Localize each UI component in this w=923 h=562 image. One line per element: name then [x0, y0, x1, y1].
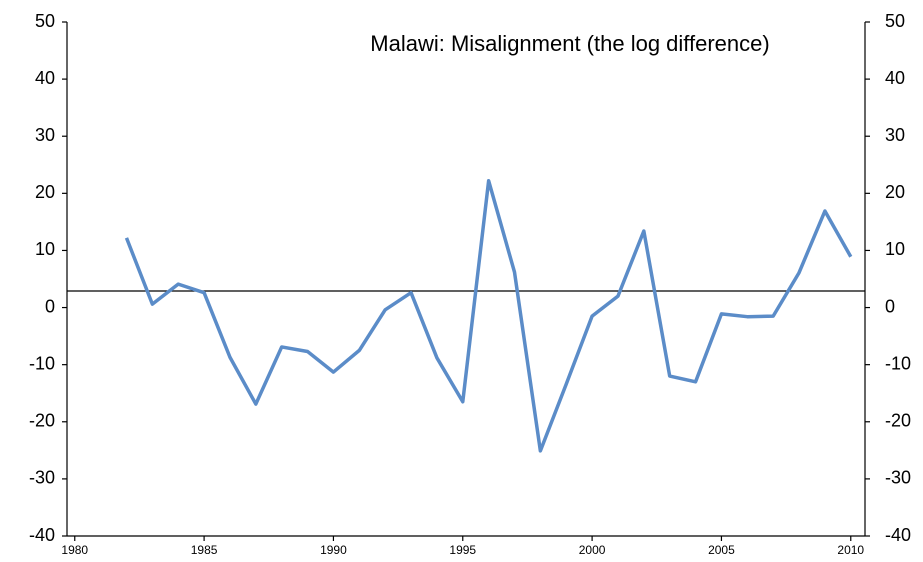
- y-tick-label: 30: [35, 125, 55, 145]
- y2-tick-label: -40: [885, 525, 911, 545]
- x-tick-label: 2000: [579, 543, 606, 557]
- x-tick-label: 1980: [61, 543, 88, 557]
- y2-tick-label: 0: [885, 296, 895, 316]
- y-tick-label: 10: [35, 239, 55, 259]
- y2-tick-label: -10: [885, 353, 911, 373]
- y-tick-label: -10: [29, 353, 55, 373]
- y-tick-label: -40: [29, 525, 55, 545]
- data-line: [124, 179, 853, 453]
- y-tick-label: 20: [35, 182, 55, 202]
- y-tick-label: 0: [45, 296, 55, 316]
- y-tick-label: 40: [35, 68, 55, 88]
- y2-tick-label: 10: [885, 239, 905, 259]
- chart-title: Malawi: Misalignment (the log difference…: [370, 31, 769, 56]
- y2-tick-label: 50: [885, 11, 905, 31]
- x-tick-label: 2005: [708, 543, 735, 557]
- x-tick-label: 1990: [320, 543, 347, 557]
- y2-tick-label: 20: [885, 182, 905, 202]
- x-tick-label: 2010: [837, 543, 864, 557]
- y-tick-label: 50: [35, 11, 55, 31]
- x-tick-label: 1995: [449, 543, 476, 557]
- y2-tick-label: 40: [885, 68, 905, 88]
- y2-tick-label: -20: [885, 411, 911, 431]
- y2-tick-label: 30: [885, 125, 905, 145]
- y2-tick-label: -30: [885, 468, 911, 488]
- y-tick-label: -20: [29, 411, 55, 431]
- y-tick-label: -30: [29, 468, 55, 488]
- x-tick-label: 1985: [191, 543, 218, 557]
